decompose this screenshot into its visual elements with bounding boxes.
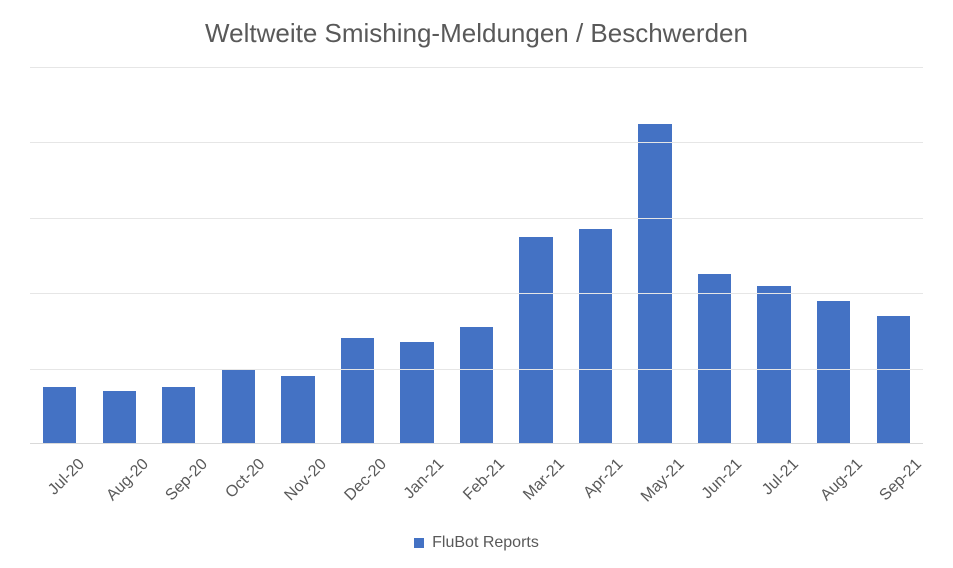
x-axis-label: Dec-20 — [341, 456, 390, 505]
bar — [460, 327, 493, 444]
x-axis-label: Jul-21 — [759, 456, 803, 500]
bar-slot — [90, 67, 150, 444]
chart-container: Weltweite Smishing-Meldungen / Beschwerd… — [0, 0, 953, 568]
x-label-slot: Dec-20 — [328, 450, 388, 528]
bar-slot — [149, 67, 209, 444]
x-axis-label: Jul-20 — [45, 456, 89, 500]
x-label-slot: Nov-20 — [268, 450, 328, 528]
bar-slot — [30, 67, 90, 444]
bar — [281, 376, 314, 444]
x-label-slot: Jul-20 — [30, 450, 90, 528]
bar-slot — [625, 67, 685, 444]
x-axis-label: Oct-20 — [223, 456, 270, 503]
bar — [341, 338, 374, 444]
x-label-slot: Jan-21 — [387, 450, 447, 528]
x-label-slot: Jul-21 — [744, 450, 804, 528]
bar-slot — [328, 67, 388, 444]
x-axis-label: Aug-20 — [103, 456, 152, 505]
bar-slot — [744, 67, 804, 444]
x-label-slot: Feb-21 — [447, 450, 507, 528]
bars-group — [30, 67, 923, 444]
bar — [579, 229, 612, 444]
bar — [222, 369, 255, 444]
bar — [162, 387, 195, 444]
bar-slot — [268, 67, 328, 444]
legend: FluBot Reports — [20, 534, 933, 558]
x-label-slot: Oct-20 — [209, 450, 269, 528]
x-axis-label: Sep-20 — [162, 456, 211, 505]
gridline — [30, 218, 923, 219]
plot-area — [30, 67, 923, 444]
x-axis-label: Mar-21 — [520, 456, 569, 505]
bar — [400, 342, 433, 444]
gridline — [30, 369, 923, 370]
x-label-slot: Apr-21 — [566, 450, 626, 528]
x-axis-labels: Jul-20 Aug-20Sep-20 Oct-20 Nov-20Dec-20Jan-… — [30, 450, 923, 528]
x-label-slot: Sep-21 — [863, 450, 923, 528]
x-label-slot: Sep-20 — [149, 450, 209, 528]
bar-slot — [804, 67, 864, 444]
x-label-slot: May-21 — [625, 450, 685, 528]
x-axis-label: Jan-21 — [401, 456, 448, 503]
chart-title: Weltweite Smishing-Meldungen / Beschwerd… — [20, 18, 933, 49]
x-label-slot: Aug-21 — [804, 450, 864, 528]
bar-slot — [506, 67, 566, 444]
x-axis-label: May-21 — [638, 456, 688, 506]
x-label-slot: Aug-20 — [90, 450, 150, 528]
x-axis-label: Jun-21 — [699, 456, 746, 503]
x-axis-baseline — [30, 443, 923, 444]
gridline — [30, 293, 923, 294]
bar — [43, 387, 76, 444]
bar-slot — [387, 67, 447, 444]
x-axis-label: Sep-21 — [877, 456, 926, 505]
bar-slot — [863, 67, 923, 444]
bar-slot — [566, 67, 626, 444]
bar — [519, 237, 552, 444]
bar — [817, 301, 850, 444]
legend-label: FluBot Reports — [432, 534, 539, 552]
x-axis-label: Aug-21 — [817, 456, 866, 505]
gridline — [30, 142, 923, 143]
x-axis-label: Feb-21 — [460, 456, 509, 505]
bar — [638, 124, 671, 444]
x-axis-label: Apr-21 — [580, 456, 627, 503]
bar — [757, 286, 790, 444]
x-label-slot: Jun-21 — [685, 450, 745, 528]
gridline — [30, 67, 923, 68]
bar — [877, 316, 910, 444]
bar-slot — [447, 67, 507, 444]
bar-slot — [685, 67, 745, 444]
legend-swatch — [414, 538, 424, 548]
bar — [698, 274, 731, 444]
bar — [103, 391, 136, 444]
x-label-slot: Mar-21 — [506, 450, 566, 528]
bar-slot — [209, 67, 269, 444]
x-axis-label: Nov-20 — [282, 456, 331, 505]
